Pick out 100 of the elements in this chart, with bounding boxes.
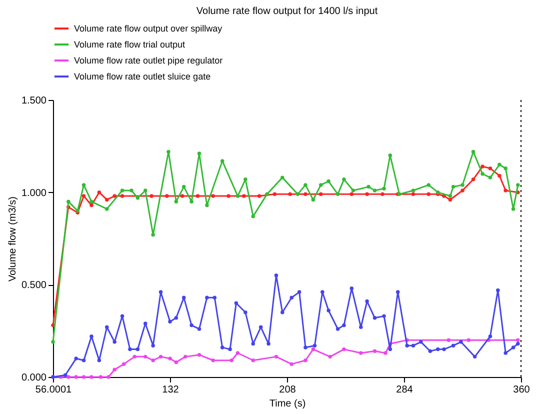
point [197,152,202,156]
point [98,375,103,379]
point [290,362,294,366]
point [471,178,476,182]
point [220,346,224,350]
point [120,314,124,318]
point [411,192,416,196]
point [304,358,308,362]
point [174,360,178,364]
point [320,290,324,294]
point [359,325,363,330]
y-tick-label: 1.500 [21,96,47,106]
point [366,184,370,189]
point [516,338,520,342]
point [90,334,94,338]
x-tick-label: 360 [513,384,530,396]
point [472,354,477,359]
point [350,286,354,290]
point [304,346,308,350]
point [488,334,492,338]
point [66,375,70,379]
point [143,188,148,192]
point [326,179,330,184]
point [74,356,78,360]
point [280,176,284,180]
point [504,166,508,170]
point [272,192,277,196]
point [504,188,508,192]
point [274,354,278,359]
point [82,183,86,187]
point [182,184,186,189]
point [136,347,140,352]
point [504,351,508,355]
point [488,176,492,180]
point [351,188,356,192]
point [466,338,471,342]
point [151,232,155,237]
x-axis-title: Time (s) [269,398,306,410]
point [297,290,302,294]
point [471,150,476,154]
point [212,296,217,300]
point [130,188,134,192]
point [380,192,384,196]
point [336,192,340,196]
y-tick-label: 0.500 [21,280,47,292]
point [328,354,332,359]
point [151,344,155,348]
point [372,188,377,192]
legend-label: Volume flow rate outlet pipe regulator [74,56,223,66]
point [97,358,102,362]
point [236,351,240,355]
point [166,150,170,154]
point [220,159,224,163]
point [105,207,109,211]
point [382,186,386,191]
point [66,200,70,204]
point [426,192,431,196]
point [496,288,500,292]
point [459,340,463,344]
point [318,192,323,196]
point [197,352,202,357]
point [112,368,116,372]
point [516,183,520,187]
point [112,340,116,344]
point [136,196,140,200]
point [158,290,163,294]
point [488,166,492,170]
point [190,323,194,328]
point [480,164,484,168]
point [365,299,369,304]
point [234,301,238,305]
point [296,192,300,196]
point [158,354,163,359]
point [446,338,451,342]
point [511,346,516,350]
point [372,316,377,320]
point [265,192,269,196]
x-tick-label: 132 [162,384,180,396]
point [350,192,354,196]
point [311,198,316,202]
point [382,314,386,318]
point [205,203,209,208]
point [120,188,124,192]
point [143,322,148,326]
legend-label: Volume flow rate outlet sluice gate [74,72,211,82]
point [242,194,246,198]
point [451,184,456,189]
point [122,362,126,366]
y-tick-label: 1.000 [21,188,47,199]
point [184,354,188,359]
y-tick-label: 0.000 [21,372,47,384]
point [311,347,316,352]
point [165,194,169,198]
point [451,344,456,348]
point [426,183,431,187]
point [205,296,209,300]
point [226,194,230,198]
point [132,354,136,359]
point [290,296,294,300]
point [182,296,186,300]
